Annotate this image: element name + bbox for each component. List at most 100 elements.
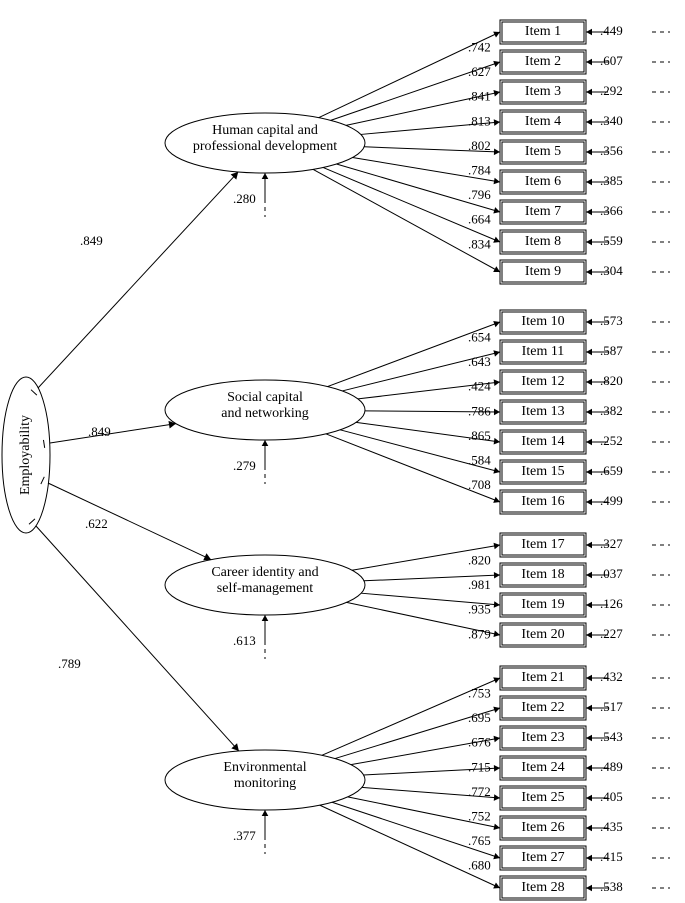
item-label-19: Item 19	[521, 597, 564, 612]
item-error-27: .415	[600, 849, 623, 864]
item-loading-17: .820	[468, 552, 491, 567]
item-label-6: Item 6	[525, 174, 561, 189]
item-loading-16: .708	[468, 477, 491, 492]
item-19: Item 19 .126	[361, 593, 670, 617]
factor-label-f4-1: monitoring	[234, 776, 296, 791]
item-loading-23: .676	[468, 735, 491, 750]
item-error-23: .543	[600, 729, 623, 744]
item-loading-8: .664	[468, 212, 491, 227]
factor-label-f2-0: Social capital	[227, 390, 303, 405]
item-label-23: Item 23	[521, 730, 564, 745]
factor-label-f1-1: professional development	[193, 139, 337, 154]
item-label-10: Item 10	[521, 314, 564, 329]
item-loading-5: .802	[468, 138, 491, 153]
item-label-9: Item 9	[525, 264, 561, 279]
item-loading-7: .796	[468, 187, 491, 202]
factor-label-f2-1: and networking	[221, 406, 308, 421]
item-loading-21: .753	[468, 685, 491, 700]
item-label-24: Item 24	[521, 760, 564, 775]
item-label-11: Item 11	[522, 344, 565, 359]
item-loading-28: .680	[468, 858, 491, 873]
item-label-4: Item 4	[525, 114, 561, 129]
item-error-18: .037	[600, 566, 623, 581]
factor-label-f4-0: Environmental	[223, 760, 306, 775]
item-error-22: .517	[600, 699, 623, 714]
item-error-10: .573	[600, 313, 623, 328]
item-error-4: .340	[600, 113, 623, 128]
item-13: Item 13 .382	[365, 400, 670, 424]
item-error-26: .435	[600, 819, 623, 834]
item-label-8: Item 8	[525, 234, 561, 249]
path-coef-f1: .849	[80, 233, 103, 248]
item-label-16: Item 16	[521, 494, 564, 509]
item-error-12: .820	[600, 373, 623, 388]
item-label-12: Item 12	[521, 374, 564, 389]
item-label-20: Item 20	[521, 627, 564, 642]
item-loading-10: .654	[468, 329, 491, 344]
item-error-13: .382	[600, 403, 623, 418]
item-label-17: Item 17	[521, 537, 564, 552]
item-loading-13: .786	[468, 403, 491, 418]
item-loading-26: .752	[468, 808, 491, 823]
item-error-24: .489	[600, 759, 623, 774]
factor-label-f3-0: Career identity and	[211, 565, 318, 580]
item-error-6: .385	[600, 173, 623, 188]
item-error-15: .659	[600, 463, 623, 478]
item-loading-6: .784	[468, 162, 491, 177]
item-label-22: Item 22	[521, 700, 564, 715]
item-loading-2: .627	[468, 64, 491, 79]
item-label-2: Item 2	[525, 54, 561, 69]
item-error-3: .292	[600, 83, 623, 98]
item-error-9: .304	[600, 263, 623, 278]
item-4: Item 4 .340	[361, 110, 670, 134]
item-error-17: .327	[600, 536, 623, 551]
item-18: Item 18.037	[364, 563, 670, 587]
item-error-1: .449	[600, 23, 623, 38]
item-loading-25: .772	[468, 784, 491, 799]
item-error-28: .538	[600, 879, 623, 894]
item-error-14: .252	[600, 433, 623, 448]
item-label-28: Item 28	[521, 880, 564, 895]
factor-residual-f1: .280	[233, 191, 256, 206]
item-1: Item 1 .449	[319, 20, 670, 118]
item-label-13: Item 13	[521, 404, 564, 419]
item-label-27: Item 27	[521, 850, 564, 865]
item-error-5: .356	[600, 143, 623, 158]
item-12: Item 12 .820	[358, 370, 670, 399]
item-loading-24: .715	[468, 759, 491, 774]
path-coef-f2: .849	[88, 424, 111, 439]
item-5: Item 5 .356	[364, 140, 670, 164]
item-label-25: Item 25	[521, 790, 564, 805]
item-loading-15: .584	[468, 452, 491, 467]
item-error-20: .227	[600, 626, 623, 641]
item-label-5: Item 5	[525, 144, 561, 159]
item-label-1: Item 1	[525, 24, 561, 39]
factor-residual-f3: .613	[233, 633, 256, 648]
sem-diagram: Employability .849Human capital andprofes…	[0, 0, 685, 903]
item-loading-19: .935	[468, 602, 491, 617]
path-coef-f4: .789	[58, 656, 81, 671]
item-error-21: .432	[600, 669, 623, 684]
item-loading-11: .643	[468, 354, 491, 369]
item-error-25: .405	[600, 789, 623, 804]
item-label-26: Item 26	[521, 820, 564, 835]
factor-f1: .849Human capital andprofessional develo…	[31, 20, 670, 395]
item-label-3: Item 3	[525, 84, 561, 99]
item-label-15: Item 15	[521, 464, 564, 479]
item-label-7: Item 7	[525, 204, 561, 219]
path-coef-f3: .622	[85, 516, 108, 531]
item-14: Item 14.252	[356, 422, 670, 454]
latent-employability-label: Employability	[18, 415, 33, 495]
item-error-11: .587	[600, 343, 623, 358]
factor-label-f3-1: self-management	[217, 581, 314, 596]
item-error-19: .126	[600, 596, 623, 611]
item-loading-18: .981	[468, 577, 491, 592]
item-loading-9: .834	[468, 236, 491, 251]
item-error-2: .607	[600, 53, 623, 68]
item-error-7: .366	[600, 203, 623, 218]
factor-f2: .849Social capitaland networking.279Item…	[43, 310, 670, 514]
item-loading-20: .879	[468, 626, 491, 641]
factor-residual-f4: .377	[233, 828, 256, 843]
item-loading-22: .695	[468, 710, 491, 725]
item-loading-3: .841	[468, 89, 491, 104]
